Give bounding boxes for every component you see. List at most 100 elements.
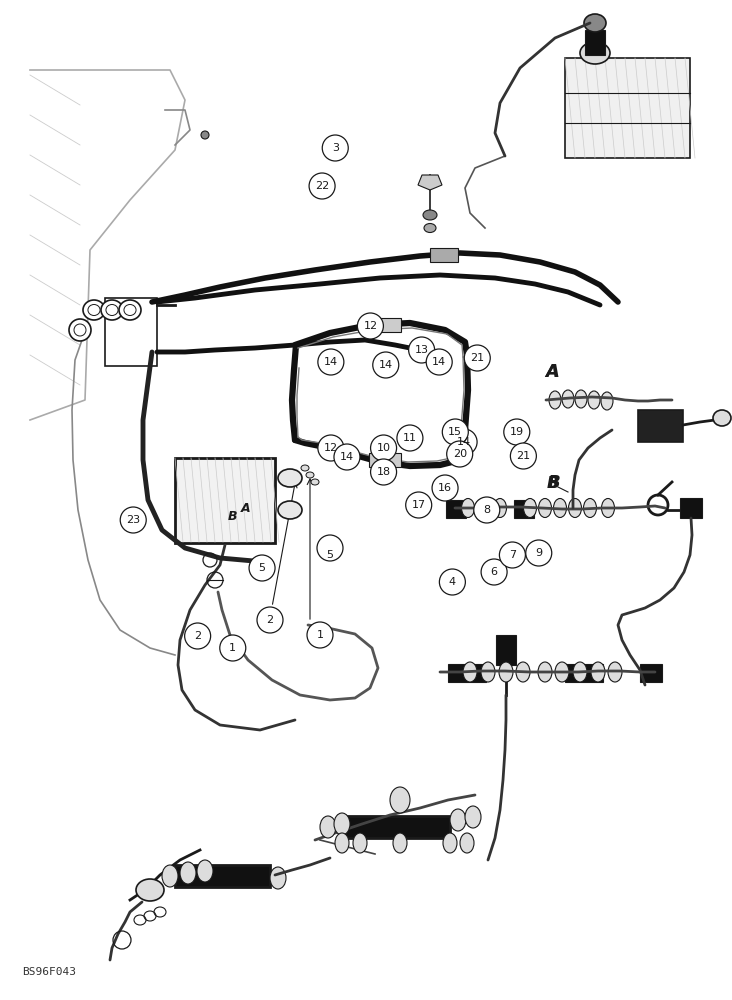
Text: B: B — [547, 476, 559, 490]
Ellipse shape — [523, 498, 537, 518]
Ellipse shape — [481, 662, 495, 682]
Ellipse shape — [538, 662, 552, 682]
Bar — [514, 500, 534, 518]
Text: 14: 14 — [378, 360, 393, 370]
Ellipse shape — [270, 867, 286, 889]
Ellipse shape — [353, 833, 367, 853]
Ellipse shape — [569, 498, 581, 518]
Circle shape — [481, 559, 507, 585]
Circle shape — [184, 623, 211, 649]
Ellipse shape — [463, 662, 477, 682]
Text: 2: 2 — [194, 631, 201, 641]
Circle shape — [317, 535, 343, 561]
Ellipse shape — [608, 662, 622, 682]
Circle shape — [309, 173, 335, 199]
Ellipse shape — [393, 833, 407, 853]
Ellipse shape — [549, 391, 561, 409]
Circle shape — [120, 507, 146, 533]
Text: 18: 18 — [376, 467, 391, 477]
Text: 21: 21 — [470, 353, 485, 363]
Ellipse shape — [443, 833, 457, 853]
Ellipse shape — [278, 501, 302, 519]
Ellipse shape — [201, 131, 209, 139]
Ellipse shape — [74, 324, 86, 336]
Bar — [448, 664, 486, 682]
Circle shape — [334, 444, 360, 470]
Ellipse shape — [575, 390, 587, 408]
Bar — [638, 410, 683, 442]
Ellipse shape — [713, 410, 731, 426]
Circle shape — [474, 497, 500, 523]
Ellipse shape — [320, 816, 336, 838]
Ellipse shape — [136, 879, 164, 901]
Ellipse shape — [553, 498, 567, 518]
Circle shape — [249, 555, 275, 581]
Ellipse shape — [335, 833, 349, 853]
Bar — [496, 635, 516, 665]
Ellipse shape — [461, 498, 474, 518]
Ellipse shape — [306, 472, 314, 478]
Circle shape — [307, 622, 333, 648]
Ellipse shape — [601, 392, 613, 410]
Text: 12: 12 — [363, 321, 378, 331]
Text: 14: 14 — [432, 357, 447, 367]
Text: 10: 10 — [376, 443, 391, 453]
Text: 3: 3 — [332, 143, 339, 153]
Bar — [175, 865, 270, 887]
Circle shape — [318, 435, 344, 461]
Bar — [585, 30, 605, 55]
Text: 23: 23 — [126, 515, 141, 525]
Text: 14: 14 — [457, 437, 471, 447]
Circle shape — [526, 540, 552, 566]
Bar — [565, 58, 690, 158]
Circle shape — [220, 635, 246, 661]
Circle shape — [357, 313, 384, 339]
Circle shape — [373, 352, 399, 378]
Ellipse shape — [390, 787, 410, 813]
Ellipse shape — [555, 662, 569, 682]
Text: B: B — [227, 510, 236, 522]
Ellipse shape — [516, 662, 530, 682]
Text: 14: 14 — [340, 452, 354, 462]
Ellipse shape — [106, 304, 118, 316]
Ellipse shape — [101, 300, 123, 320]
Bar — [105, 298, 157, 366]
Polygon shape — [418, 175, 442, 190]
Ellipse shape — [499, 662, 513, 682]
Text: B: B — [548, 474, 561, 492]
Ellipse shape — [69, 319, 91, 341]
Text: 5: 5 — [258, 563, 266, 573]
Circle shape — [406, 492, 432, 518]
Ellipse shape — [334, 813, 350, 835]
Circle shape — [451, 429, 477, 455]
Circle shape — [370, 459, 397, 485]
Ellipse shape — [539, 498, 551, 518]
Ellipse shape — [591, 662, 605, 682]
Text: 16: 16 — [438, 483, 452, 493]
Ellipse shape — [180, 862, 196, 884]
Circle shape — [504, 419, 530, 445]
Text: 21: 21 — [516, 451, 531, 461]
Ellipse shape — [562, 390, 574, 408]
Ellipse shape — [602, 498, 614, 518]
Ellipse shape — [119, 300, 141, 320]
Text: 12: 12 — [324, 443, 338, 453]
Text: 8: 8 — [483, 505, 490, 515]
Ellipse shape — [197, 860, 213, 882]
Ellipse shape — [573, 662, 587, 682]
Text: A: A — [545, 363, 558, 381]
Bar — [430, 248, 458, 262]
Circle shape — [510, 443, 537, 469]
Ellipse shape — [424, 224, 436, 232]
Text: BS96F043: BS96F043 — [22, 967, 76, 977]
Circle shape — [464, 345, 490, 371]
Text: 19: 19 — [509, 427, 524, 437]
Text: 20: 20 — [452, 449, 467, 459]
Ellipse shape — [580, 42, 610, 64]
Text: 14: 14 — [324, 357, 338, 367]
Text: 22: 22 — [315, 181, 329, 191]
Text: 15: 15 — [448, 427, 463, 437]
Circle shape — [322, 135, 348, 161]
Circle shape — [442, 419, 468, 445]
Text: 6: 6 — [490, 567, 498, 577]
